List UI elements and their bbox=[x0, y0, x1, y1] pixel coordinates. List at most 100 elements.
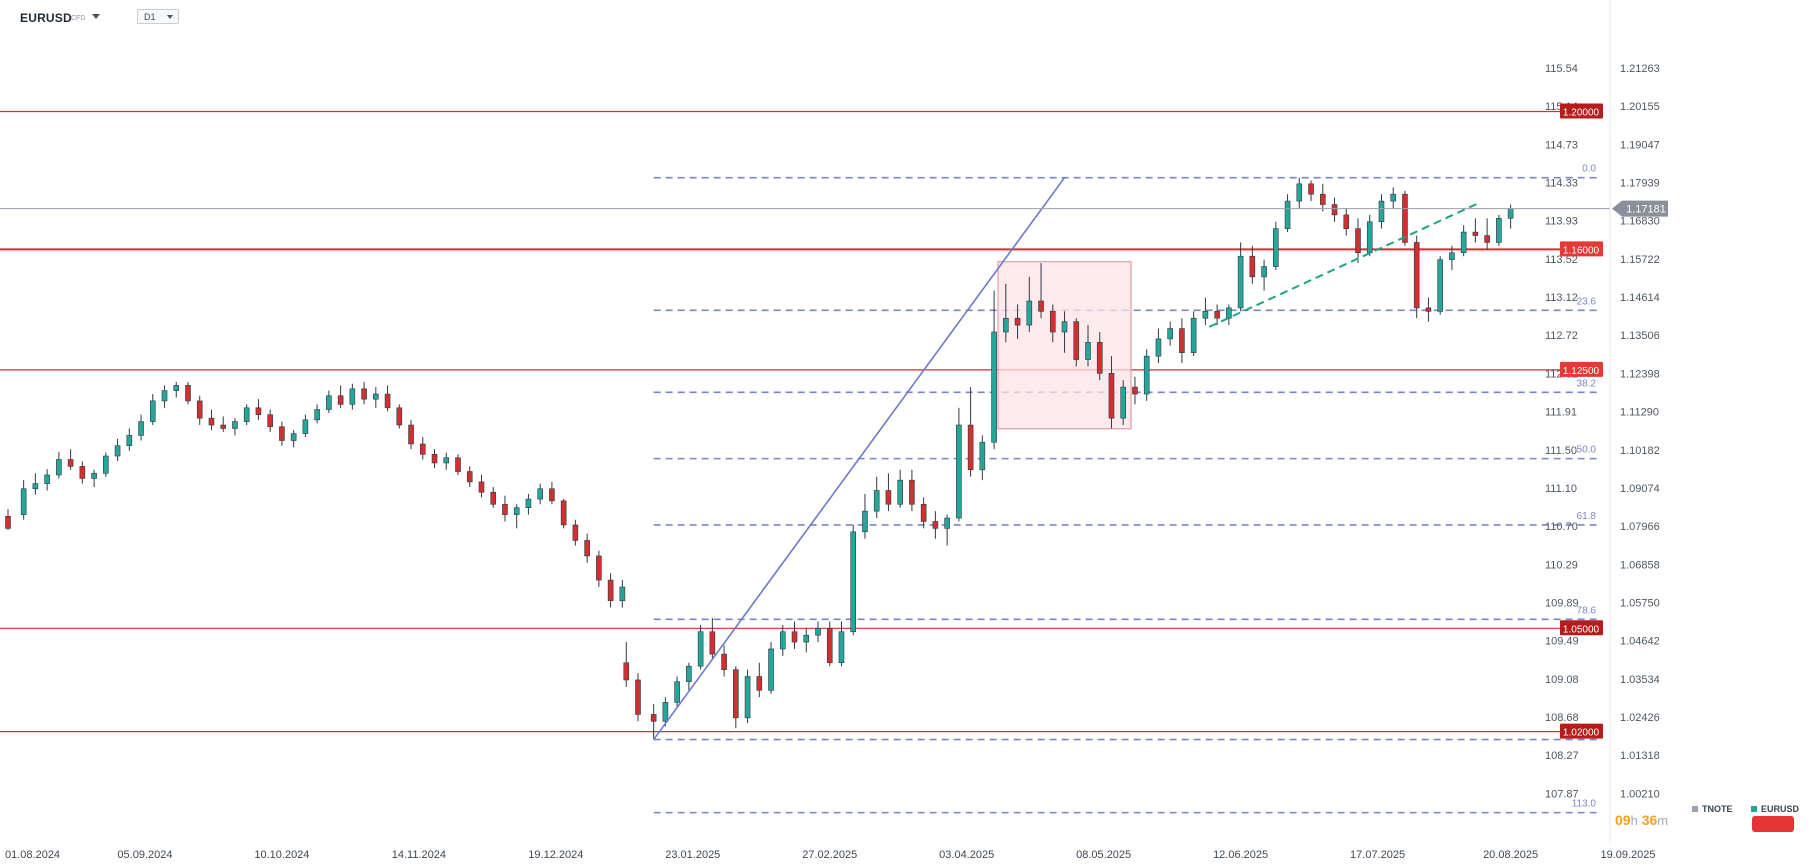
candle bbox=[1355, 218, 1361, 264]
secondary-axis-tick-label: 113.52 bbox=[1545, 254, 1578, 266]
legend-item-tnote[interactable]: TNOTE bbox=[1692, 804, 1733, 814]
candle bbox=[373, 387, 379, 408]
candle-body bbox=[5, 516, 11, 529]
candle-body bbox=[455, 457, 461, 472]
candle bbox=[91, 469, 97, 488]
right-axis-tick-label: 1.10182 bbox=[1620, 445, 1660, 457]
candle-body bbox=[1214, 311, 1220, 319]
candle bbox=[537, 483, 543, 505]
candle-body bbox=[1507, 208, 1514, 219]
candle bbox=[1014, 304, 1021, 339]
candle-body bbox=[443, 457, 450, 464]
candle-body bbox=[1449, 252, 1455, 260]
candle bbox=[466, 466, 473, 488]
candle-body bbox=[1343, 214, 1350, 229]
candle-body bbox=[431, 454, 438, 464]
candle bbox=[572, 519, 579, 546]
candle bbox=[1296, 177, 1303, 208]
candle-body bbox=[220, 424, 227, 429]
legend-swatch bbox=[1692, 806, 1698, 812]
candle-body bbox=[1390, 193, 1397, 202]
candle bbox=[149, 394, 156, 426]
level-price-label: 1.20000 bbox=[1563, 108, 1600, 119]
fib-level-label: 0.0 bbox=[1582, 164, 1596, 175]
candle bbox=[791, 621, 798, 649]
candle bbox=[1108, 356, 1115, 429]
right-axis-tick-label: 1.19047 bbox=[1620, 139, 1660, 151]
candle-body bbox=[572, 524, 579, 541]
candle-body bbox=[1143, 355, 1150, 395]
candle-body bbox=[149, 400, 156, 422]
candle bbox=[697, 624, 704, 670]
candle bbox=[1120, 380, 1127, 426]
secondary-axis-tick-label: 110.29 bbox=[1545, 559, 1578, 571]
secondary-axis-tick-label: 107.87 bbox=[1545, 788, 1579, 800]
candle-body bbox=[361, 388, 367, 400]
candle-body bbox=[1108, 373, 1115, 419]
symbol-name[interactable]: EURUSD bbox=[20, 11, 72, 25]
candle bbox=[1190, 311, 1197, 357]
candle bbox=[674, 676, 680, 708]
candle bbox=[1413, 235, 1420, 319]
candle bbox=[596, 550, 602, 587]
fib-level-label: 23.6 bbox=[1577, 296, 1597, 307]
legend-item-eurusd[interactable]: EURUSD bbox=[1751, 804, 1799, 814]
candle bbox=[662, 697, 669, 727]
candle-body bbox=[967, 424, 974, 471]
candle bbox=[862, 493, 868, 539]
rising-trendline bbox=[653, 177, 1066, 741]
candle-body bbox=[232, 421, 238, 429]
secondary-axis-tick-label: 115.54 bbox=[1545, 63, 1578, 75]
candle bbox=[967, 387, 974, 477]
candle-body bbox=[1132, 386, 1138, 395]
candle bbox=[5, 509, 11, 531]
candle bbox=[279, 421, 285, 446]
candle bbox=[255, 399, 262, 420]
x-axis-tick-label: 01.08.2024 bbox=[5, 849, 60, 861]
right-axis-tick-label: 1.12398 bbox=[1620, 368, 1660, 380]
candle bbox=[709, 617, 716, 660]
candles bbox=[5, 177, 1514, 740]
candle bbox=[361, 381, 367, 405]
candle-body bbox=[302, 419, 309, 434]
candle bbox=[584, 533, 590, 563]
candle bbox=[1284, 194, 1291, 233]
secondary-axis-tick-label: 111.50 bbox=[1545, 445, 1577, 457]
candle bbox=[1214, 304, 1220, 326]
candle bbox=[1249, 245, 1256, 284]
timeframe-select[interactable]: D1 bbox=[137, 9, 179, 24]
candle-body bbox=[1085, 342, 1091, 360]
candle bbox=[56, 451, 62, 479]
candle-body bbox=[173, 385, 180, 391]
secondary-axis-tick-label: 114.73 bbox=[1545, 139, 1578, 151]
candle-body bbox=[384, 393, 391, 409]
right-axis-tick-label: 1.16830 bbox=[1620, 216, 1660, 228]
candle-body bbox=[709, 631, 716, 655]
candle-body bbox=[721, 653, 727, 670]
candle bbox=[1308, 180, 1314, 202]
right-axis-tick-label: 1.20155 bbox=[1620, 101, 1660, 113]
candle-body bbox=[979, 441, 986, 471]
current-price-label: 1.17181 bbox=[1626, 204, 1666, 216]
candle bbox=[1167, 321, 1173, 346]
dashed-support-trendline bbox=[1208, 201, 1480, 328]
candle-body bbox=[502, 503, 508, 515]
symbol-dropdown-caret-icon[interactable] bbox=[92, 14, 100, 19]
candle-body bbox=[1331, 204, 1338, 216]
candle bbox=[126, 428, 133, 451]
trade-button[interactable] bbox=[1752, 816, 1794, 832]
secondary-axis-tick-label: 111.91 bbox=[1545, 407, 1577, 419]
trendlines bbox=[0, 177, 1610, 741]
candle bbox=[803, 628, 810, 653]
x-axis-tick-label: 17.07.2025 bbox=[1350, 849, 1405, 861]
candle bbox=[525, 493, 532, 515]
secondary-axis-tick-label: 112.72 bbox=[1545, 330, 1578, 342]
candle bbox=[635, 673, 641, 722]
candle bbox=[909, 469, 915, 512]
candle bbox=[103, 452, 109, 477]
candle bbox=[243, 404, 250, 426]
candle-body bbox=[279, 426, 285, 441]
x-axis-tick-label: 20.08.2025 bbox=[1483, 849, 1538, 861]
level-price-badge bbox=[1560, 620, 1603, 636]
